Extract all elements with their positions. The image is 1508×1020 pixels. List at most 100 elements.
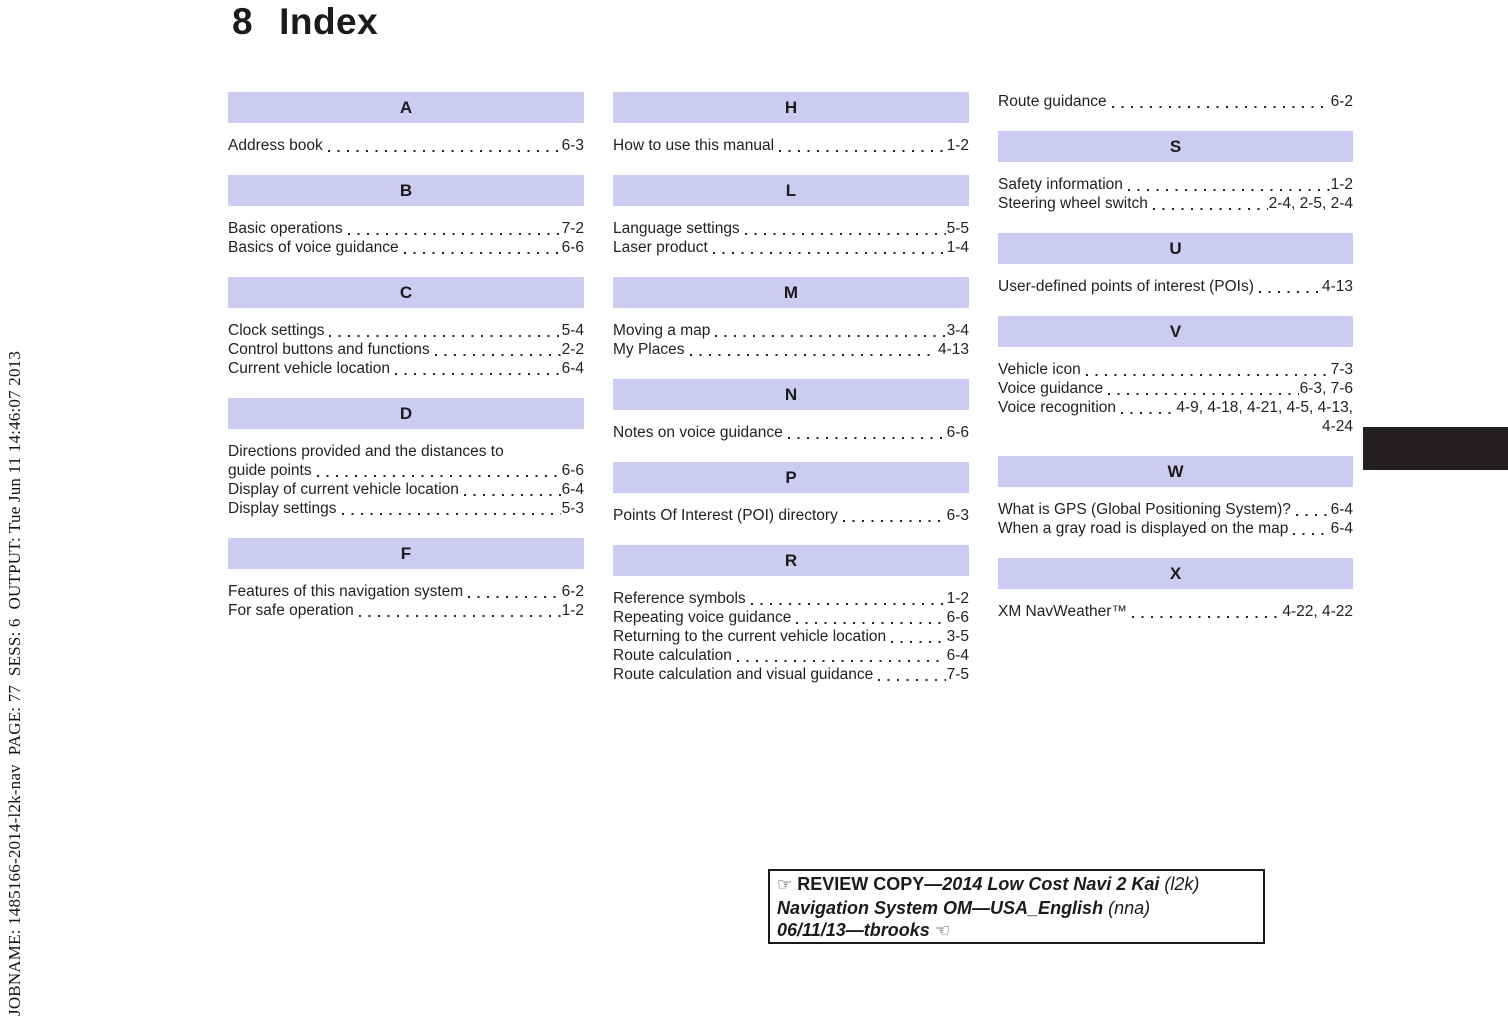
index-entry-page: 6-2 — [561, 583, 584, 600]
dot-leader — [796, 621, 946, 624]
pointing-hand-left-icon: ☜ — [934, 921, 951, 941]
index-entry: Route calculation and visual guidance 7-5 — [613, 665, 969, 684]
index-letter-block: S Safety information 1-2 Steering wheel swi… — [998, 131, 1353, 213]
index-entry-label: Display of current vehicle location — [228, 481, 459, 498]
index-entry-label: Steering wheel switch — [998, 195, 1148, 212]
index-entry: Address book 6-3 — [228, 136, 584, 155]
index-entry-label: Vehicle icon — [998, 361, 1081, 378]
section-letter: C — [399, 282, 413, 302]
index-entry-page: 6-4 — [946, 647, 969, 664]
index-entry-label: How to use this manual — [613, 137, 775, 154]
dot-leader — [891, 640, 946, 643]
index-entry-page: 4-9, 4-18, 4-21, 4-5, 4-13, — [1176, 399, 1353, 416]
review-copy-box: ☞ REVIEW COPY—2014 Low Cost Navi 2 Kai (… — [768, 869, 1265, 944]
index-entry-page: 5-4 — [561, 322, 584, 339]
section-letter-header: U — [998, 233, 1353, 264]
index-entry-page: 2-4, 2-5, 2-4 — [1268, 195, 1353, 212]
index-entry-page: 4-13 — [937, 341, 969, 358]
index-entry: Steering wheel switch 2-4, 2-5, 2-4 — [998, 194, 1353, 213]
index-entry-label: Voice recognition — [998, 399, 1117, 416]
index-entry-label: Reference symbols — [613, 590, 746, 607]
index-letter-block: H How to use this manual 1-2 — [613, 92, 969, 155]
index-column-3: Route guidance 6-2 S Safety information 1-2 S… — [998, 92, 1353, 641]
index-letter-block: D Directions provided and the distances t… — [228, 398, 584, 518]
section-letter: X — [1169, 563, 1182, 583]
dot-leader — [329, 334, 561, 337]
review-doc-title: 2014 Low Cost Navi 2 Kai — [942, 874, 1160, 894]
index-entry-label: Moving a map — [613, 322, 711, 339]
index-entry-label: My Places — [613, 341, 685, 358]
section-letter: P — [785, 467, 797, 487]
index-entry-page: 7-2 — [561, 220, 584, 237]
index-entry: XM NavWeather™ 4-22, 4-22 — [998, 602, 1353, 621]
section-letter: N — [784, 384, 798, 404]
index-entry-page: 6-4 — [1330, 520, 1353, 537]
index-entry-page: 1-4 — [946, 239, 969, 256]
index-letter-block: X XM NavWeather™ 4-22, 4-22 — [998, 558, 1353, 621]
index-entry: Clock settings 5-4 — [228, 321, 584, 340]
index-entry: Notes on voice guidance 6-6 — [613, 423, 969, 442]
section-letter-header: A — [228, 92, 584, 123]
index-entry-page: 6-3 — [561, 137, 584, 154]
index-letter-block: C Clock settings 5-4 Control buttons and fu… — [228, 277, 584, 378]
dot-leader — [1295, 513, 1330, 516]
review-copy-line-1: ☞ REVIEW COPY—2014 Low Cost Navi 2 Kai (… — [777, 873, 1256, 897]
index-entry-page: 3-4 — [946, 322, 969, 339]
section-letter-header: C — [228, 277, 584, 308]
chapter-title-text: Index — [279, 1, 379, 42]
index-entry: Display of current vehicle location 6-4 — [228, 480, 584, 499]
index-entry: Basics of voice guidance 6-6 — [228, 238, 584, 257]
review-doc-subtitle: Navigation System OM—USA_English — [777, 897, 1104, 918]
index-entry-page: 1-2 — [561, 602, 584, 619]
section-letter-header: L — [613, 175, 969, 206]
index-entry-page: 6-6 — [561, 462, 584, 479]
index-entry: Repeating voice guidance 6-6 — [613, 608, 969, 627]
index-entry-label: Features of this navigation system — [228, 583, 464, 600]
review-copy-line-2: Navigation System OM—USA_English (nna) — [777, 897, 1256, 920]
section-letter: A — [399, 97, 413, 117]
index-entry-label: For safe operation — [228, 602, 354, 619]
index-entry-page: 1-2 — [1330, 176, 1353, 193]
index-entry-label: When a gray road is displayed on the map — [998, 520, 1289, 537]
index-entry: Language settings 5-5 — [613, 219, 969, 238]
index-entry-label: Current vehicle location — [228, 360, 390, 377]
section-letter-header: P — [613, 462, 969, 493]
section-letter-header: R — [613, 545, 969, 576]
dot-leader — [327, 149, 561, 152]
index-entry: For safe operation 1-2 — [228, 601, 584, 620]
dot-leader — [468, 595, 561, 598]
index-entry-label: XM NavWeather™ — [998, 603, 1127, 620]
index-entry-page: 6-6 — [561, 239, 584, 256]
dot-leader — [712, 251, 946, 254]
index-entry-label: guide points — [228, 462, 312, 479]
section-letter-header: W — [998, 456, 1353, 487]
section-letter-header: S — [998, 131, 1353, 162]
dot-leader — [750, 602, 946, 605]
index-entry-page: 5-3 — [561, 500, 584, 517]
dot-leader — [1127, 188, 1330, 191]
dot-leader — [434, 353, 561, 356]
index-entry-label-line: Directions provided and the distances to — [228, 443, 504, 460]
section-letter-header: F — [228, 538, 584, 569]
dot-leader — [1121, 411, 1176, 414]
section-letter-header: V — [998, 316, 1353, 347]
dot-leader — [842, 519, 946, 522]
section-letter: S — [1169, 136, 1182, 156]
index-letter-block: F Features of this navigation system 6-2 Fo… — [228, 538, 584, 620]
index-letter-block: N Notes on voice guidance 6-6 — [613, 379, 969, 442]
index-entry: Laser product 1-4 — [613, 238, 969, 257]
dot-leader — [779, 149, 946, 152]
index-column-2: H How to use this manual 1-2 L Language sett… — [613, 92, 969, 704]
index-entry-label: Basics of voice guidance — [228, 239, 399, 256]
index-entry: Points Of Interest (POI) directory 6-3 — [613, 506, 969, 525]
index-entry-label: Display settings — [228, 500, 337, 517]
dot-leader — [347, 232, 561, 235]
dot-leader — [341, 512, 561, 515]
index-entry-page: 6-3, 7-6 — [1299, 380, 1353, 397]
section-letter: B — [399, 180, 413, 200]
index-entry-page: 2-2 — [561, 341, 584, 358]
index-entry-label: Notes on voice guidance — [613, 424, 783, 441]
index-entry-label: Route guidance — [998, 93, 1107, 110]
index-entry: My Places 4-13 — [613, 340, 969, 359]
dot-leader — [1085, 373, 1330, 376]
